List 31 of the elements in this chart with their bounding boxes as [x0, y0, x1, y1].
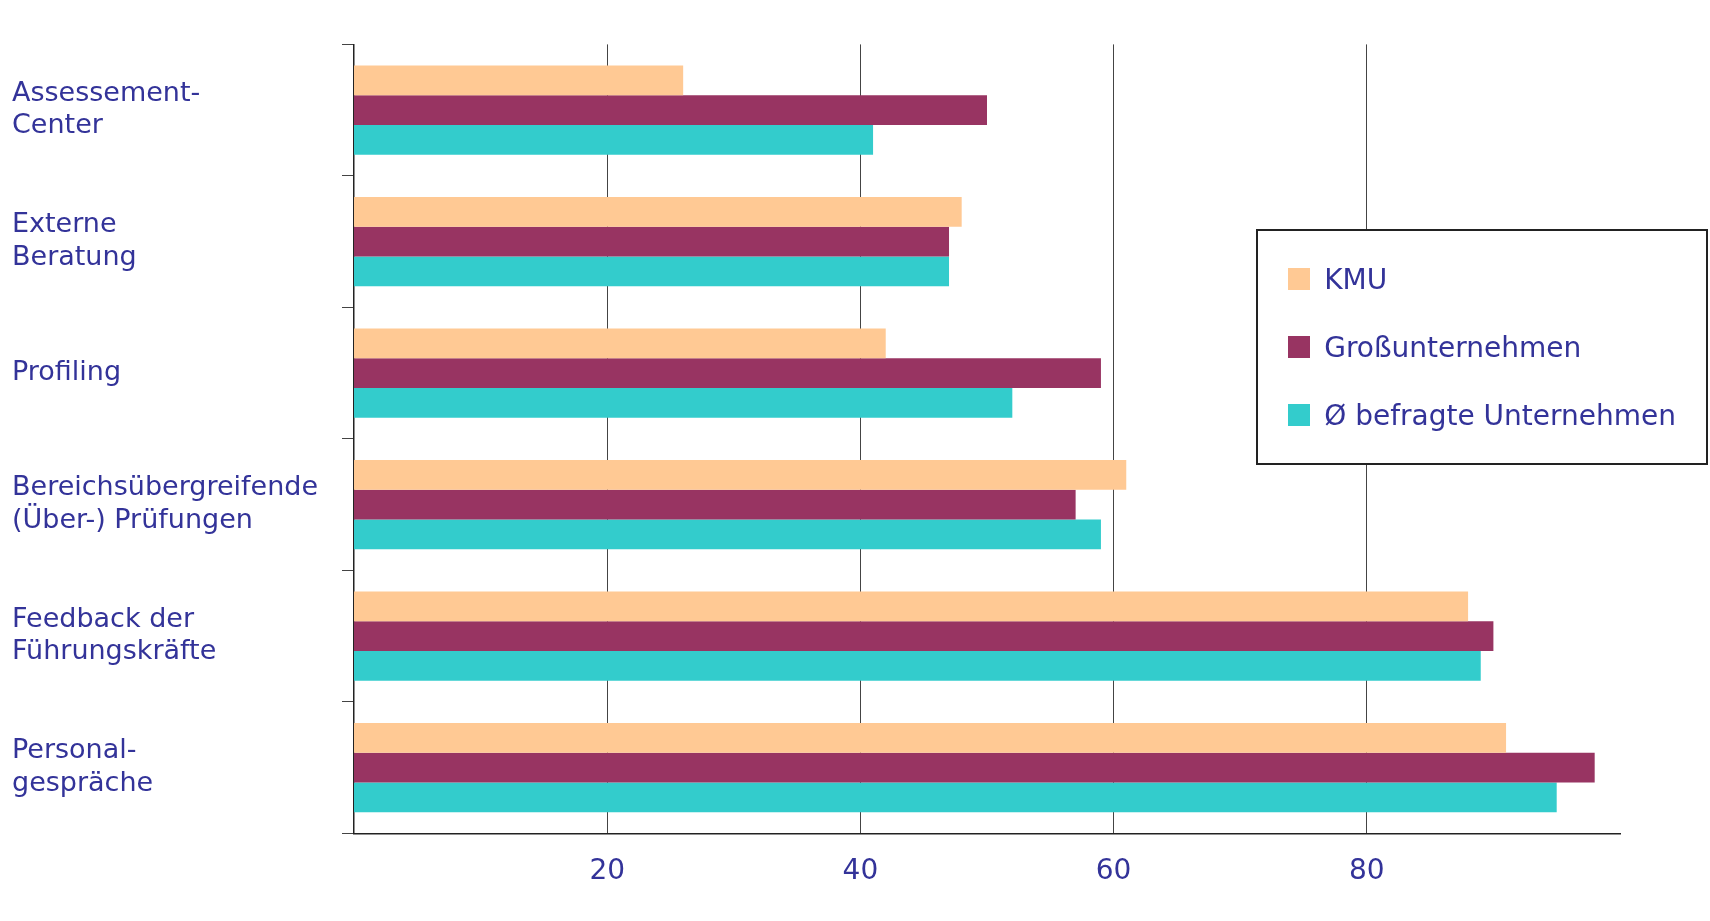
bar: [354, 196, 962, 227]
y-tick-label: Profiling: [12, 355, 122, 387]
bar: [354, 358, 1101, 389]
bar: [354, 256, 950, 287]
bar: [354, 591, 1469, 622]
bar: [354, 752, 1595, 783]
x-tick-label: 20: [589, 853, 626, 887]
y-tick-label: Feedback der Führungskräfte: [12, 601, 217, 666]
bar: [354, 125, 874, 155]
y-tick-label: Assessement-Center: [12, 75, 201, 140]
bar: [354, 651, 1481, 681]
bar: [354, 95, 987, 126]
legend-label: KMU: [1324, 262, 1388, 296]
y-tick-label: Bereichsübergreifende (Über-) Prüfungen: [12, 470, 319, 534]
bar: [354, 388, 1013, 418]
legend-label: Großunternehmen: [1324, 330, 1582, 364]
bar: [354, 328, 886, 359]
bar: [354, 489, 1076, 520]
bar: [354, 621, 1494, 652]
x-tick-label: 80: [1348, 853, 1385, 887]
bar: [354, 65, 684, 96]
legend-label: Ø befragte Unternehmen: [1324, 398, 1676, 432]
bar: [354, 459, 1127, 490]
bar: [354, 226, 950, 257]
bar: [354, 722, 1507, 753]
y-tick-label: Externe Beratung: [12, 207, 137, 271]
bar: [354, 782, 1557, 813]
x-tick-label: 40: [842, 853, 879, 887]
bar: [354, 519, 1101, 550]
x-tick-label: 60: [1095, 853, 1132, 887]
y-tick-label: Personal-gespräche: [12, 733, 154, 797]
